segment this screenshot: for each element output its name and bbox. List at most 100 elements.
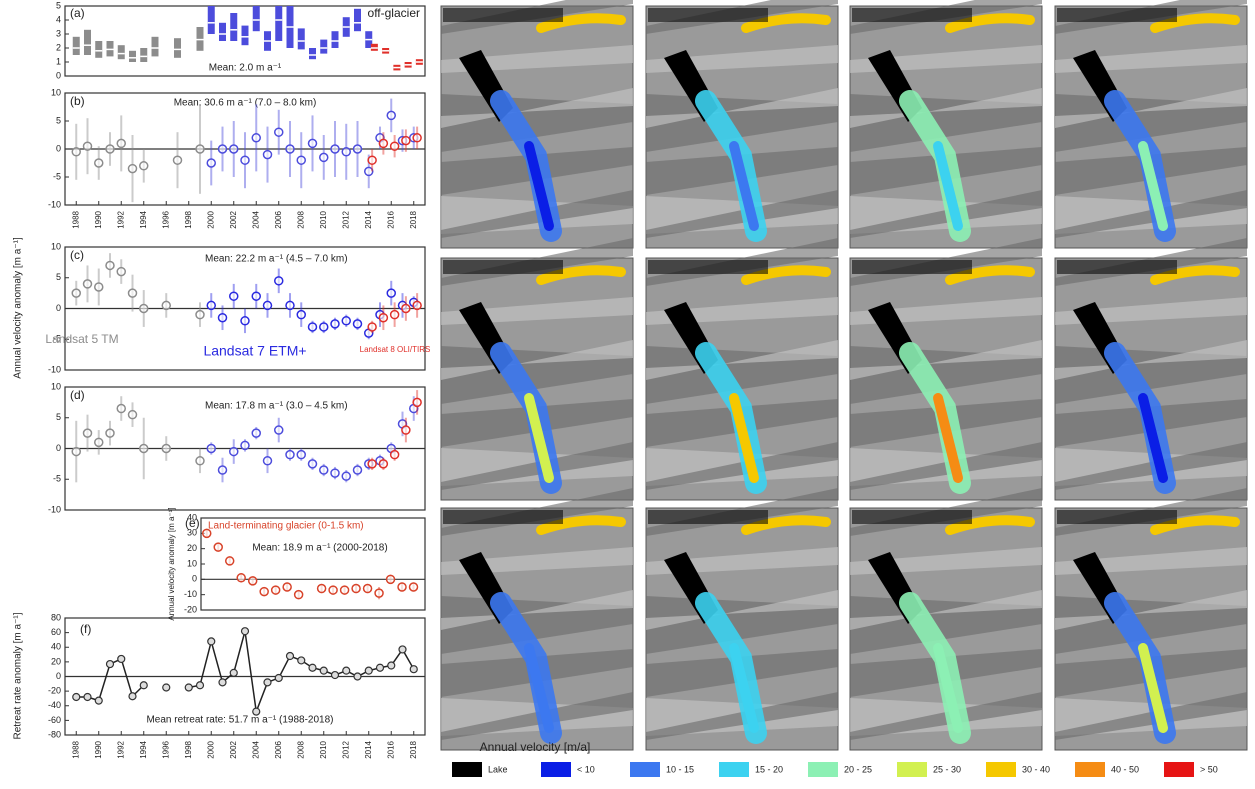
legend-label: 40 - 50: [1111, 764, 1139, 774]
x-tick-label: 1998: [184, 210, 193, 228]
point: [367, 459, 377, 469]
x-tick-label: 2000: [206, 740, 215, 758]
date-label-box: [443, 260, 563, 274]
x-tick-label: 1990: [94, 740, 103, 758]
x-tick-label: 1992: [116, 740, 125, 758]
point: [274, 276, 284, 286]
x-tick-label: 2012: [341, 740, 350, 758]
y-tick-label: -5: [53, 334, 61, 344]
y-tick-label: -80: [48, 729, 61, 739]
point: [229, 144, 239, 154]
point: [94, 437, 104, 448]
point: [195, 456, 205, 466]
y-tick-label: 20: [51, 656, 61, 666]
point: [82, 141, 93, 151]
point: [339, 585, 350, 595]
date-label-box: [852, 510, 972, 524]
y-tick-label: 40: [187, 512, 197, 522]
point: [161, 443, 171, 454]
map-panel: [849, 238, 1043, 501]
map-x-label: Annual velocity [m/a]: [480, 740, 591, 754]
y-tick-label: -10: [184, 589, 197, 599]
glacier-fast: [729, 141, 759, 231]
point: [270, 585, 281, 595]
point: [352, 319, 363, 329]
point: [412, 300, 422, 311]
point: [285, 449, 295, 460]
terrain-shade: [850, 340, 1042, 380]
point: [128, 692, 137, 701]
range-box: [117, 45, 125, 60]
point: [83, 692, 92, 702]
x-tick-label: 2010: [319, 210, 328, 228]
upper-glacier: [1150, 13, 1240, 33]
y-tick-label: 0: [56, 671, 61, 681]
point: [296, 449, 306, 460]
glacier-fast: [729, 643, 759, 733]
x-tick-label: 1996: [161, 740, 170, 758]
legend-swatch: [1164, 762, 1194, 777]
point: [206, 443, 216, 454]
y-tick-label: -10: [48, 504, 61, 514]
upper-glacier: [536, 515, 626, 535]
y-tick-label: 1: [56, 56, 61, 66]
plot-frame: [200, 517, 426, 611]
point: [259, 586, 269, 597]
map-panel: [849, 488, 1043, 751]
upper-glacier: [945, 265, 1035, 285]
terrain-shade: [441, 340, 633, 380]
point: [184, 683, 193, 692]
panel-mean: Mean: 18.9 m a⁻¹ (2000-2018): [252, 543, 387, 554]
point: [71, 288, 81, 298]
point: [116, 266, 126, 277]
date-label-box: [648, 510, 768, 524]
point: [293, 589, 304, 600]
legend-label: 20 - 25: [844, 764, 872, 774]
x-tick-label: 2012: [341, 210, 350, 228]
date-label-box: [443, 8, 563, 22]
panel-label: (b): [70, 94, 85, 108]
date-label-box: [1057, 8, 1177, 22]
point: [94, 282, 104, 292]
x-tick-label: 1988: [71, 740, 80, 758]
map-panel: [440, 238, 634, 501]
point: [127, 163, 138, 174]
y-tick-label: 0: [56, 143, 61, 153]
point: [172, 155, 183, 165]
point: [351, 583, 361, 594]
glacier-fast: [933, 393, 963, 483]
range-box: [275, 6, 283, 41]
point: [341, 316, 351, 326]
x-tick-label: 2014: [364, 210, 373, 228]
x-tick-label: 2014: [364, 740, 373, 758]
x-tick-label: 2002: [229, 740, 238, 758]
y-tick-label: -20: [48, 686, 61, 696]
point: [274, 673, 283, 683]
point: [307, 138, 318, 149]
range-box: [140, 48, 148, 62]
terrain-shade: [646, 340, 838, 380]
point: [116, 138, 126, 149]
point: [251, 428, 261, 438]
y-tick-label: 0: [192, 574, 197, 584]
y-tick-label: -60: [48, 715, 61, 725]
point: [195, 681, 205, 690]
point: [386, 288, 396, 298]
x-tick-label: 1998: [184, 740, 193, 758]
point: [218, 678, 227, 687]
x-tick-label: 1992: [116, 210, 125, 228]
glacier-fast: [524, 141, 554, 231]
panel-label: (a): [70, 6, 85, 20]
x-tick-label: 1990: [94, 210, 103, 228]
x-tick-label: 2000: [206, 210, 215, 228]
point: [342, 666, 351, 675]
point: [364, 166, 374, 177]
point: [117, 654, 126, 664]
point: [240, 440, 250, 451]
upper-glacier: [741, 13, 831, 33]
glacier-fast: [1138, 643, 1168, 733]
point: [285, 144, 295, 154]
map-panel: [1054, 0, 1248, 249]
date-label-box: [1057, 260, 1177, 274]
y-tick-label: 80: [51, 612, 61, 622]
